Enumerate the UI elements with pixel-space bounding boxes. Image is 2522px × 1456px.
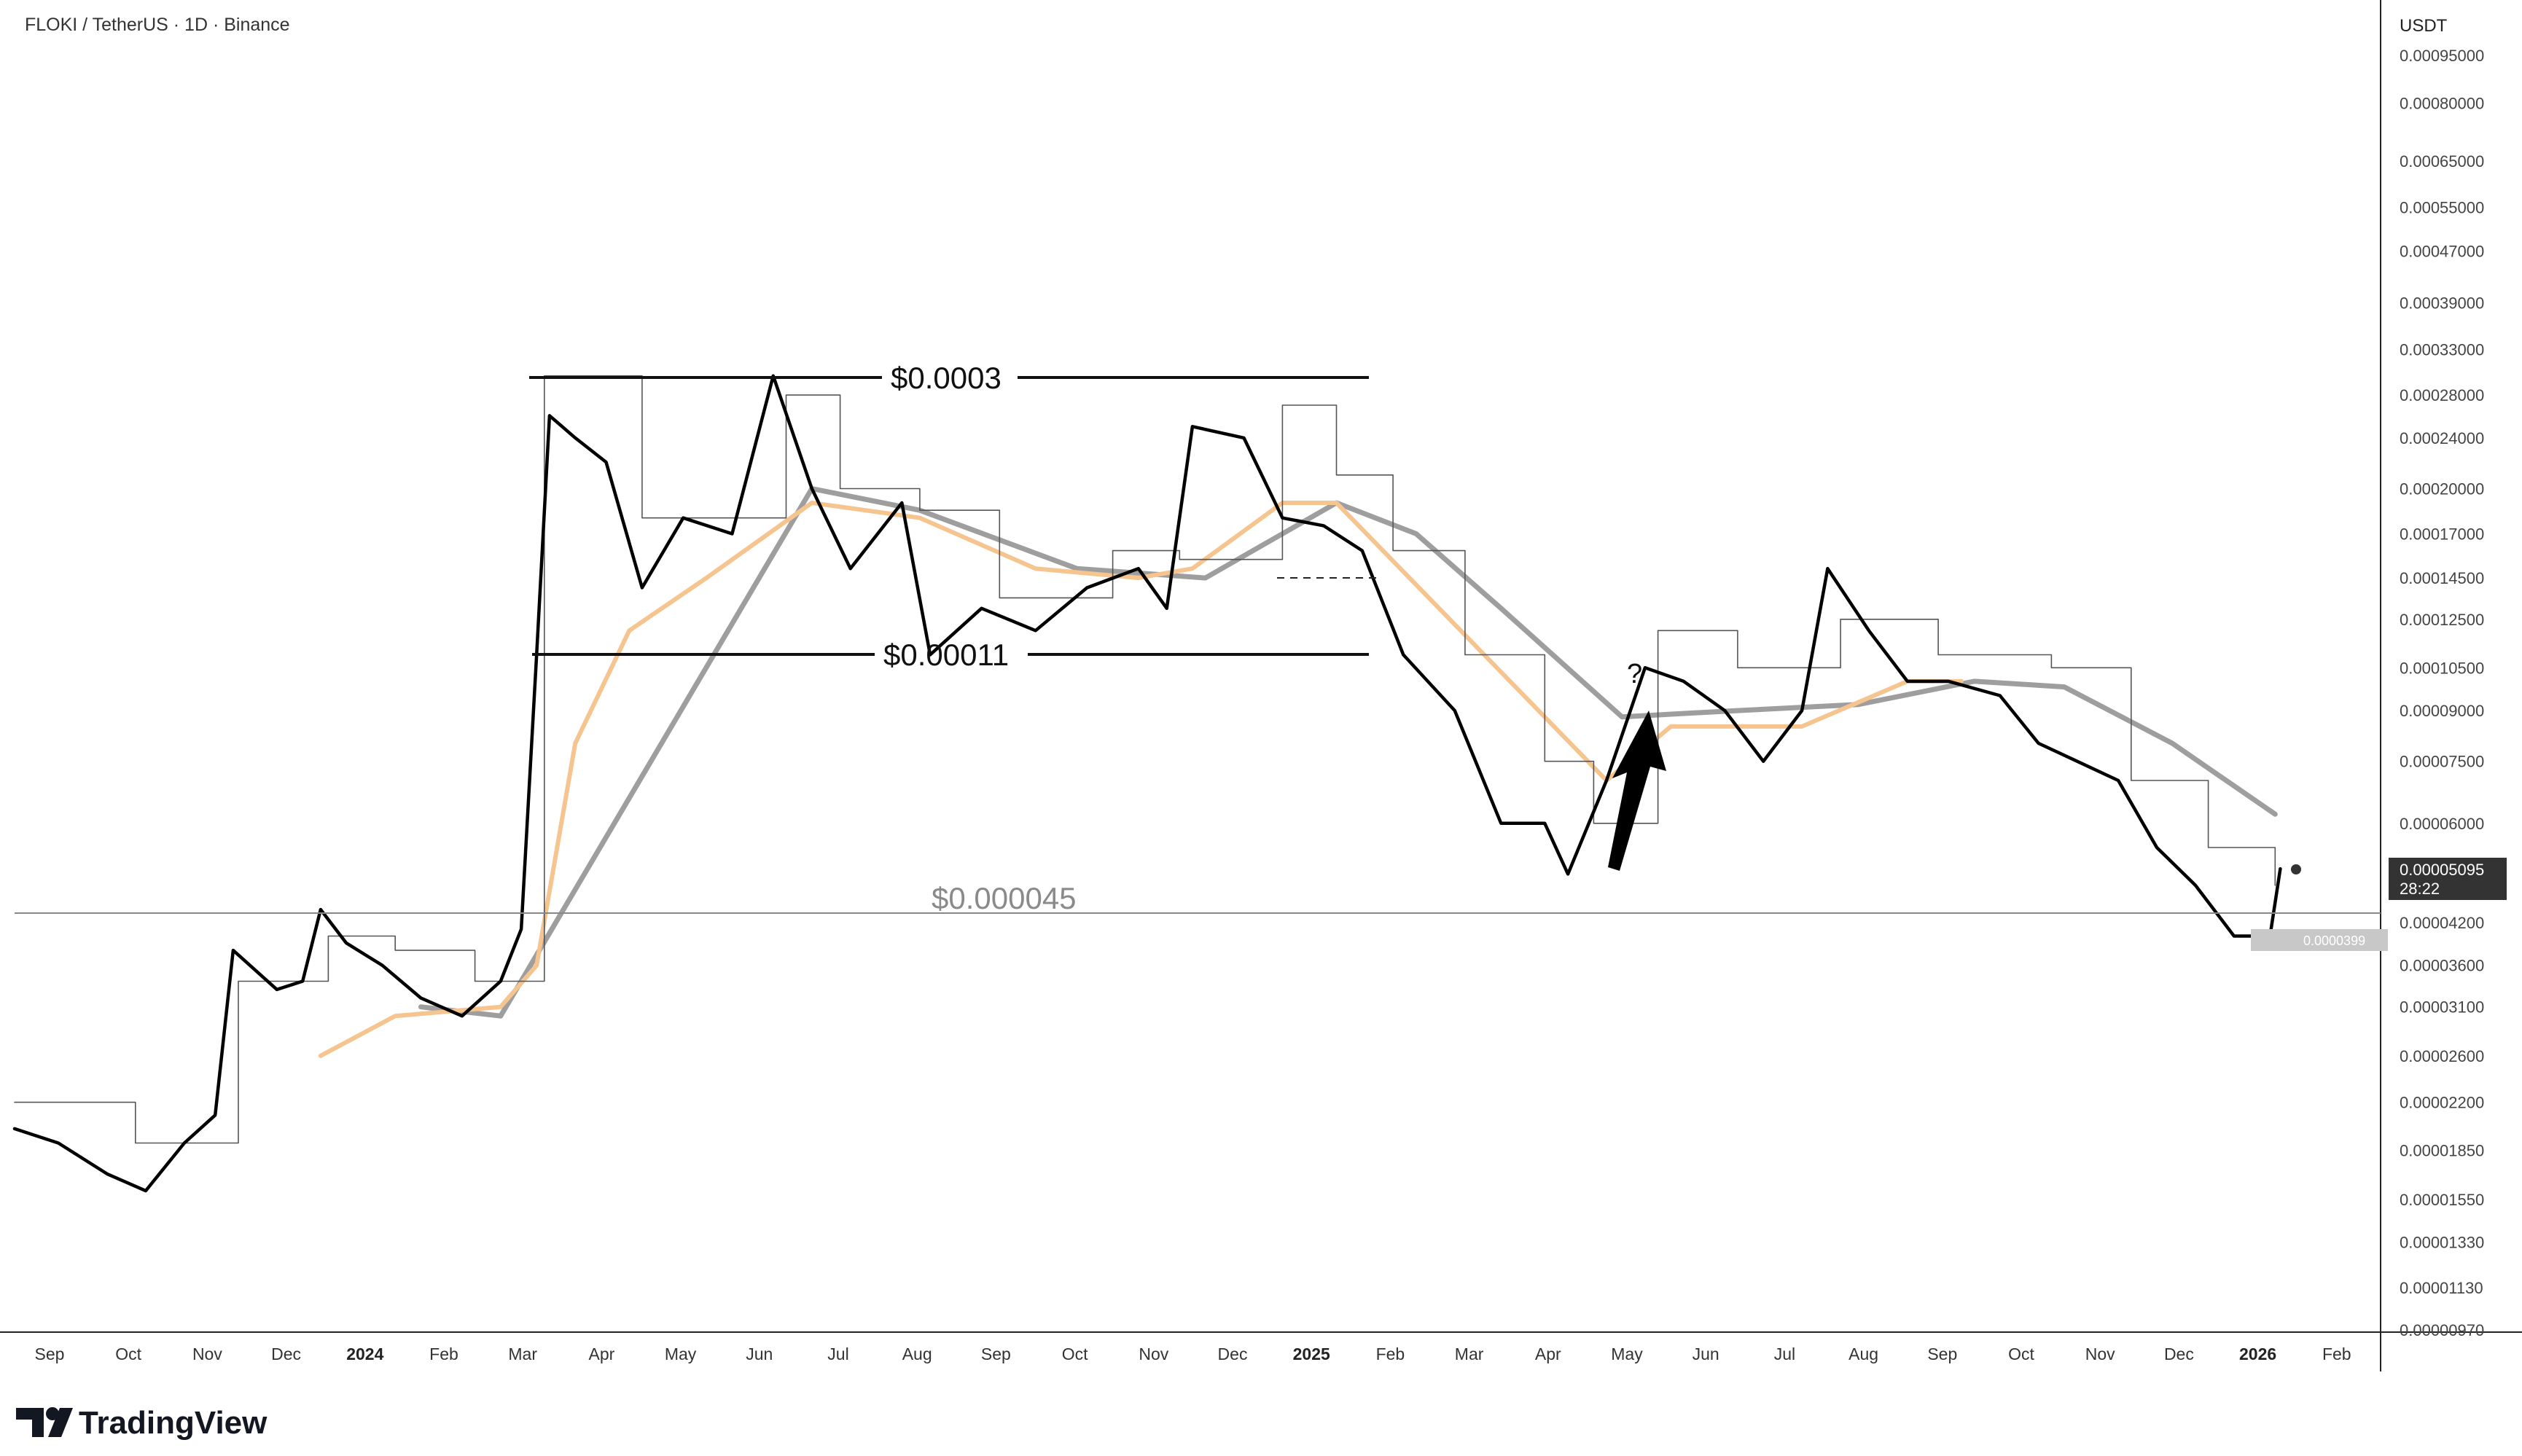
price-tick-label: 0.00000970 xyxy=(2400,1321,2484,1339)
time-tick-label: Oct xyxy=(115,1345,141,1363)
time-tick-label: Jul xyxy=(1774,1345,1795,1363)
price-tick-label: 0.00055000 xyxy=(2400,199,2484,217)
time-tick-label: Dec xyxy=(2164,1345,2194,1363)
price-tick-label: 0.00001330 xyxy=(2400,1234,2484,1252)
time-tick-label: May xyxy=(1611,1345,1643,1363)
time-tick-label: Oct xyxy=(1062,1345,1088,1363)
price-tick-label: 0.00020000 xyxy=(2400,480,2484,498)
price-tick-label: 0.00003600 xyxy=(2400,957,2484,975)
price-axis[interactable]: 0.00095000 0.00080000 0.00065000 0.00055000… xyxy=(2400,47,2484,1339)
price-tick-label: 0.00001130 xyxy=(2400,1279,2483,1297)
time-tick-label: Aug xyxy=(902,1345,932,1363)
price-tick-label: 0.00017000 xyxy=(2400,525,2484,544)
low-price-badge[interactable]: 0.0000399 xyxy=(2251,929,2388,951)
question-mark-label: ? xyxy=(1627,659,1642,689)
low-price-badge-text: 0.0000399 xyxy=(2303,934,2365,948)
symbol-title[interactable]: FLOKI / TetherUS · 1D · Binance xyxy=(25,15,290,35)
plot-area[interactable] xyxy=(12,374,2282,1193)
time-tick-label: 2026 xyxy=(2239,1345,2276,1363)
time-tick-label: 2024 xyxy=(346,1345,383,1363)
time-tick-label: Sep xyxy=(35,1345,65,1363)
time-tick-label: Jun xyxy=(746,1345,773,1363)
price-tick-label: 0.00006000 xyxy=(2400,815,2484,833)
tradingview-logo-icon xyxy=(16,1407,73,1437)
ma-fast-line xyxy=(318,501,1964,1058)
time-tick-label: May xyxy=(665,1345,697,1363)
time-tick-label: Sep xyxy=(1927,1345,1957,1363)
price-tick-label: 0.00002600 xyxy=(2400,1047,2484,1065)
price-tick-label: 0.00095000 xyxy=(2400,47,2484,65)
price-tick-label: 0.00009000 xyxy=(2400,702,2484,720)
price-tick-label: 0.00024000 xyxy=(2400,429,2484,447)
price-tick-label: 0.00065000 xyxy=(2400,152,2484,171)
annotations: $0.0003 $0.00011 $0.000045 ? xyxy=(15,361,2381,915)
time-tick-label: Feb xyxy=(1376,1345,1405,1363)
time-tick-label: Nov xyxy=(192,1345,222,1363)
ma-slow-line xyxy=(418,486,2278,1019)
level-mid-label: $0.00011 xyxy=(883,638,1009,672)
time-tick-label: Sep xyxy=(981,1345,1011,1363)
time-tick-label: Jun xyxy=(1693,1345,1719,1363)
price-axis-unit[interactable]: USDT xyxy=(2400,16,2448,36)
time-tick-label: Nov xyxy=(1139,1345,1168,1363)
time-tick-label: Mar xyxy=(508,1345,537,1363)
price-tick-label: 0.00004200 xyxy=(2400,914,2484,932)
price-tick-label: 0.00047000 xyxy=(2400,243,2484,261)
price-tick-label: 0.00014500 xyxy=(2400,569,2484,587)
trailing-stop-line xyxy=(14,375,2276,1144)
time-tick-label: Mar xyxy=(1455,1345,1484,1363)
low-price-badge-bg xyxy=(2251,929,2388,951)
price-tick-label: 0.00010500 xyxy=(2400,659,2484,677)
current-price-value: 0.00005095 xyxy=(2400,861,2484,879)
price-tick-label: 0.00002200 xyxy=(2400,1094,2484,1112)
up-arrow-icon xyxy=(1608,711,1666,871)
price-tick-label: 0.00001550 xyxy=(2400,1191,2484,1209)
time-tick-label: Oct xyxy=(2008,1345,2034,1363)
time-tick-label: Dec xyxy=(271,1345,301,1363)
price-line xyxy=(12,374,2282,1193)
price-tick-label: 0.00003100 xyxy=(2400,998,2484,1017)
time-tick-label: Nov xyxy=(2085,1345,2115,1363)
price-tick-label: 0.00001850 xyxy=(2400,1142,2484,1160)
price-tick-label: 0.00080000 xyxy=(2400,95,2484,113)
level-low-label: $0.000045 xyxy=(932,881,1077,915)
price-tick-label: 0.00039000 xyxy=(2400,294,2484,313)
current-price-badge[interactable]: 0.00005095 28:22 xyxy=(2389,858,2507,900)
current-price-countdown: 28:22 xyxy=(2400,880,2440,898)
price-tick-label: 0.00028000 xyxy=(2400,386,2484,404)
time-tick-label: Feb xyxy=(429,1345,458,1363)
time-tick-label: Apr xyxy=(1535,1345,1561,1363)
time-tick-label: Feb xyxy=(2322,1345,2351,1363)
current-price-badge-bg xyxy=(2389,858,2507,900)
time-tick-label: Aug xyxy=(1848,1345,1878,1363)
price-tick-label: 0.00007500 xyxy=(2400,753,2484,771)
time-tick-label: Apr xyxy=(589,1345,615,1363)
time-tick-label: Jul xyxy=(827,1345,848,1363)
tradingview-logo[interactable]: TradingView xyxy=(16,1405,268,1441)
last-price-dot xyxy=(2291,864,2301,874)
level-top-label: $0.0003 xyxy=(891,361,1002,395)
time-tick-label: 2025 xyxy=(1293,1345,1330,1363)
price-tick-label: 0.00033000 xyxy=(2400,340,2484,359)
time-axis[interactable]: Sep Oct Nov Dec 2024 Feb Mar Apr May Jun Jul Aug Sep… xyxy=(35,1345,2351,1363)
price-tick-label: 0.00012500 xyxy=(2400,611,2484,629)
tradingview-logo-text: TradingView xyxy=(79,1405,268,1441)
time-tick-label: Dec xyxy=(1218,1345,1248,1363)
